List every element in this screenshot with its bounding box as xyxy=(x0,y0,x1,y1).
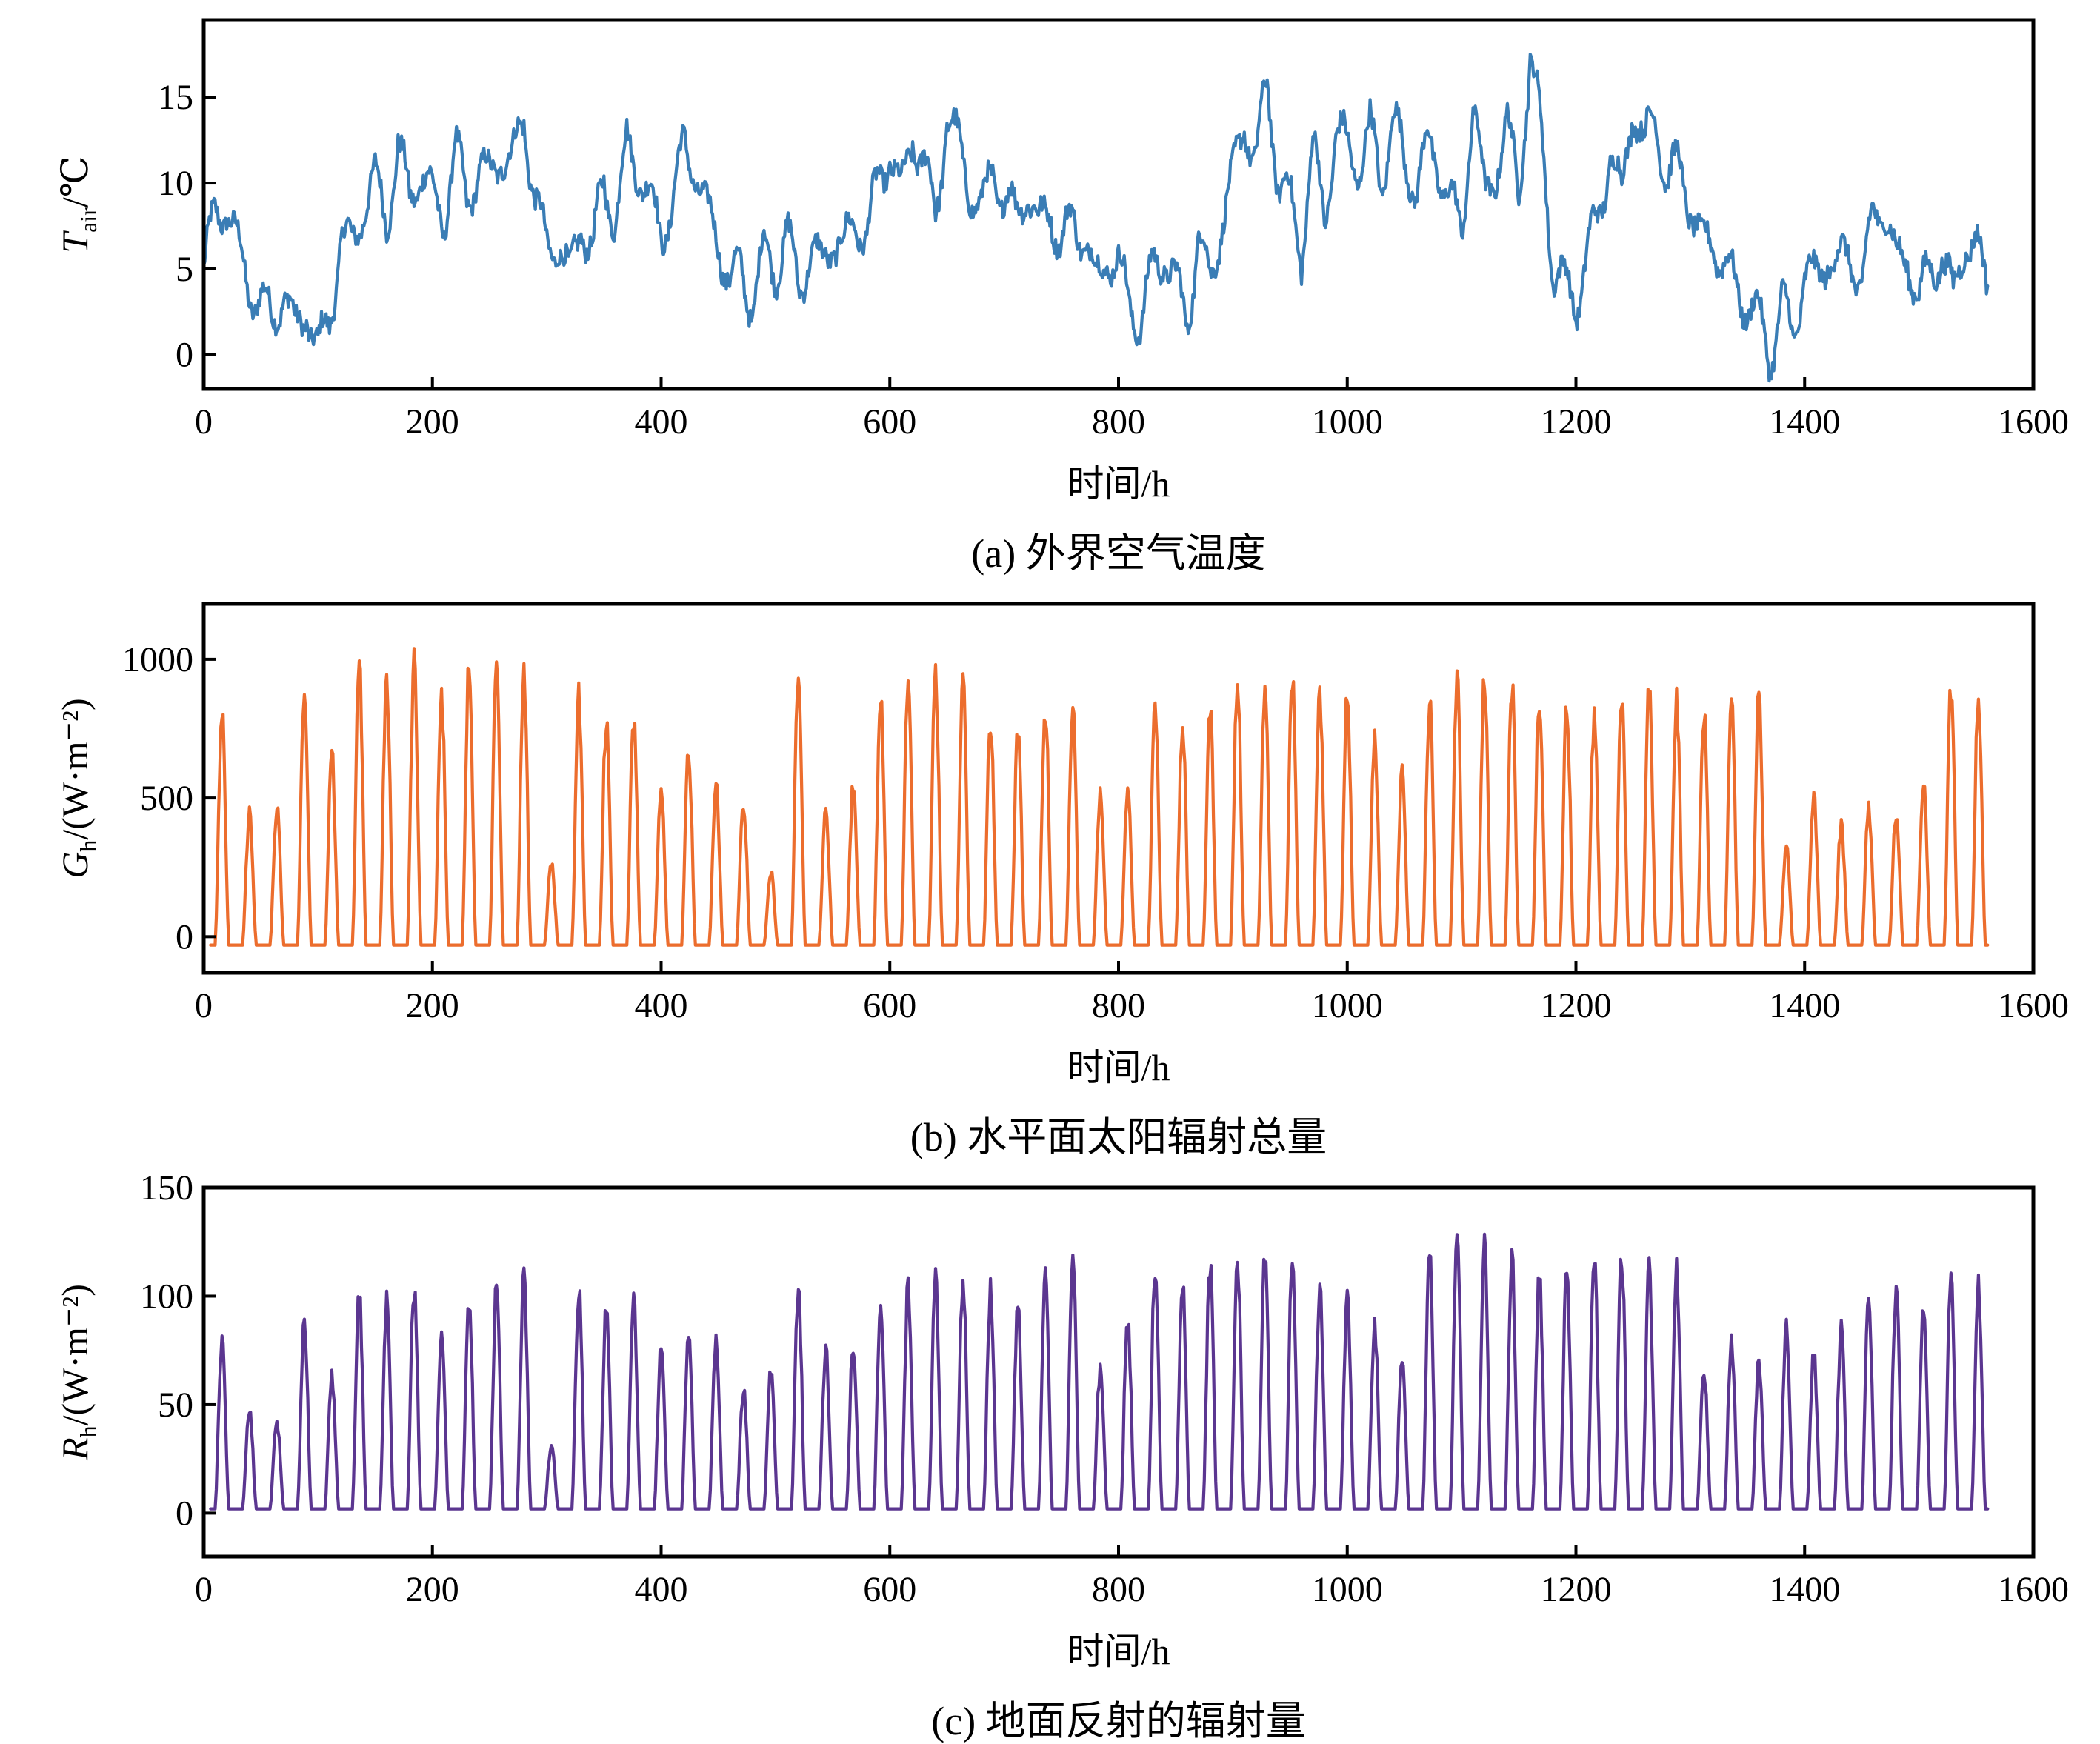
panel-b-horizontal-radiation: 0 200 400 600 800 1000 1200 1400 1600 0 500 1000 时间/… xyxy=(54,602,2069,1159)
x-tick-label: 1200 xyxy=(1541,986,1612,1025)
x-tick-label: 400 xyxy=(635,1570,688,1609)
x-tick-label: 1400 xyxy=(1769,1570,1840,1609)
x-tick-label: 800 xyxy=(1092,1570,1145,1609)
y-axis-symbol: G xyxy=(54,852,96,879)
panel-a-temperature: 0 200 400 600 800 1000 1200 1400 1600 0 5 10 15 时间/h (… xyxy=(54,18,2069,576)
panel-caption: (a) 外界空气温度 xyxy=(971,531,1265,576)
series-line xyxy=(209,647,1990,947)
y-axis-title: Gh/(W·m⁻²) xyxy=(54,698,101,878)
y-axis-subscript: h xyxy=(75,1425,101,1437)
panel-c-ground-reflected-radiation: 0 200 400 600 800 1000 1200 1400 1600 0 50 100 150 时间… xyxy=(54,1168,2069,1743)
x-tick-label: 200 xyxy=(406,1570,459,1609)
y-axis-unit: /(W·m⁻²) xyxy=(54,698,96,839)
x-tick-label: 1600 xyxy=(1998,402,2069,442)
y-tick-label: 1000 xyxy=(122,640,193,679)
x-tick-label: 0 xyxy=(195,1570,213,1609)
x-tick-label: 1000 xyxy=(1312,402,1383,442)
y-axis-subscript: h xyxy=(75,840,101,852)
x-tick-label: 1600 xyxy=(1998,986,2069,1025)
y-tick-label: 500 xyxy=(140,779,193,818)
x-tick-label: 1200 xyxy=(1541,1570,1612,1609)
y-tick-label: 10 xyxy=(158,164,193,203)
x-axis-title: 时间/h xyxy=(1067,463,1170,505)
y-axis-title: Rh/(W·m⁻²) xyxy=(54,1284,101,1461)
y-axis-title: Tair/℃ xyxy=(54,156,101,253)
y-axis-unit: /℃ xyxy=(54,156,96,207)
y-tick-label: 50 xyxy=(158,1385,193,1425)
x-tick-label: 1400 xyxy=(1769,986,1840,1025)
x-tick-label: 400 xyxy=(635,402,688,442)
x-tick-label: 0 xyxy=(195,986,213,1025)
x-tick-label: 400 xyxy=(635,986,688,1025)
x-tick-label: 0 xyxy=(195,402,213,442)
y-axis-unit: /(W·m⁻²) xyxy=(54,1284,96,1425)
y-axis-subscript: air xyxy=(75,207,101,233)
y-axis-symbol: T xyxy=(54,230,96,253)
x-tick-label: 800 xyxy=(1092,986,1145,1025)
y-tick-label: 150 xyxy=(140,1168,193,1208)
x-tick-label: 600 xyxy=(863,986,916,1025)
x-tick-label: 1200 xyxy=(1541,402,1612,442)
y-tick-label: 5 xyxy=(176,250,193,289)
panel-caption: (c) 地面反射的辐射量 xyxy=(931,1699,1305,1743)
plot-frame xyxy=(201,602,2036,975)
x-tick-label: 200 xyxy=(406,986,459,1025)
y-tick-label: 0 xyxy=(176,917,193,956)
y-tick-label: 0 xyxy=(176,1494,193,1533)
x-tick-label: 1400 xyxy=(1769,402,1840,442)
x-tick-label: 800 xyxy=(1092,402,1145,442)
y-tick-label: 0 xyxy=(176,336,193,375)
x-tick-label: 200 xyxy=(406,402,459,442)
series-line xyxy=(201,53,1990,383)
x-tick-label: 600 xyxy=(863,402,916,442)
series-line xyxy=(209,1232,1990,1511)
x-tick-label: 1000 xyxy=(1312,986,1383,1025)
panel-caption: (b) 水平面太阳辐射总量 xyxy=(910,1115,1327,1159)
x-tick-label: 1000 xyxy=(1312,1570,1383,1609)
y-tick-label: 100 xyxy=(140,1277,193,1316)
y-tick-label: 15 xyxy=(158,78,193,117)
x-axis-title: 时间/h xyxy=(1067,1631,1170,1672)
y-axis-symbol: R xyxy=(54,1437,96,1461)
x-tick-label: 600 xyxy=(863,1570,916,1609)
x-axis-title: 时间/h xyxy=(1067,1047,1170,1088)
plot-frame xyxy=(201,18,2036,391)
x-tick-label: 1600 xyxy=(1998,1570,2069,1609)
